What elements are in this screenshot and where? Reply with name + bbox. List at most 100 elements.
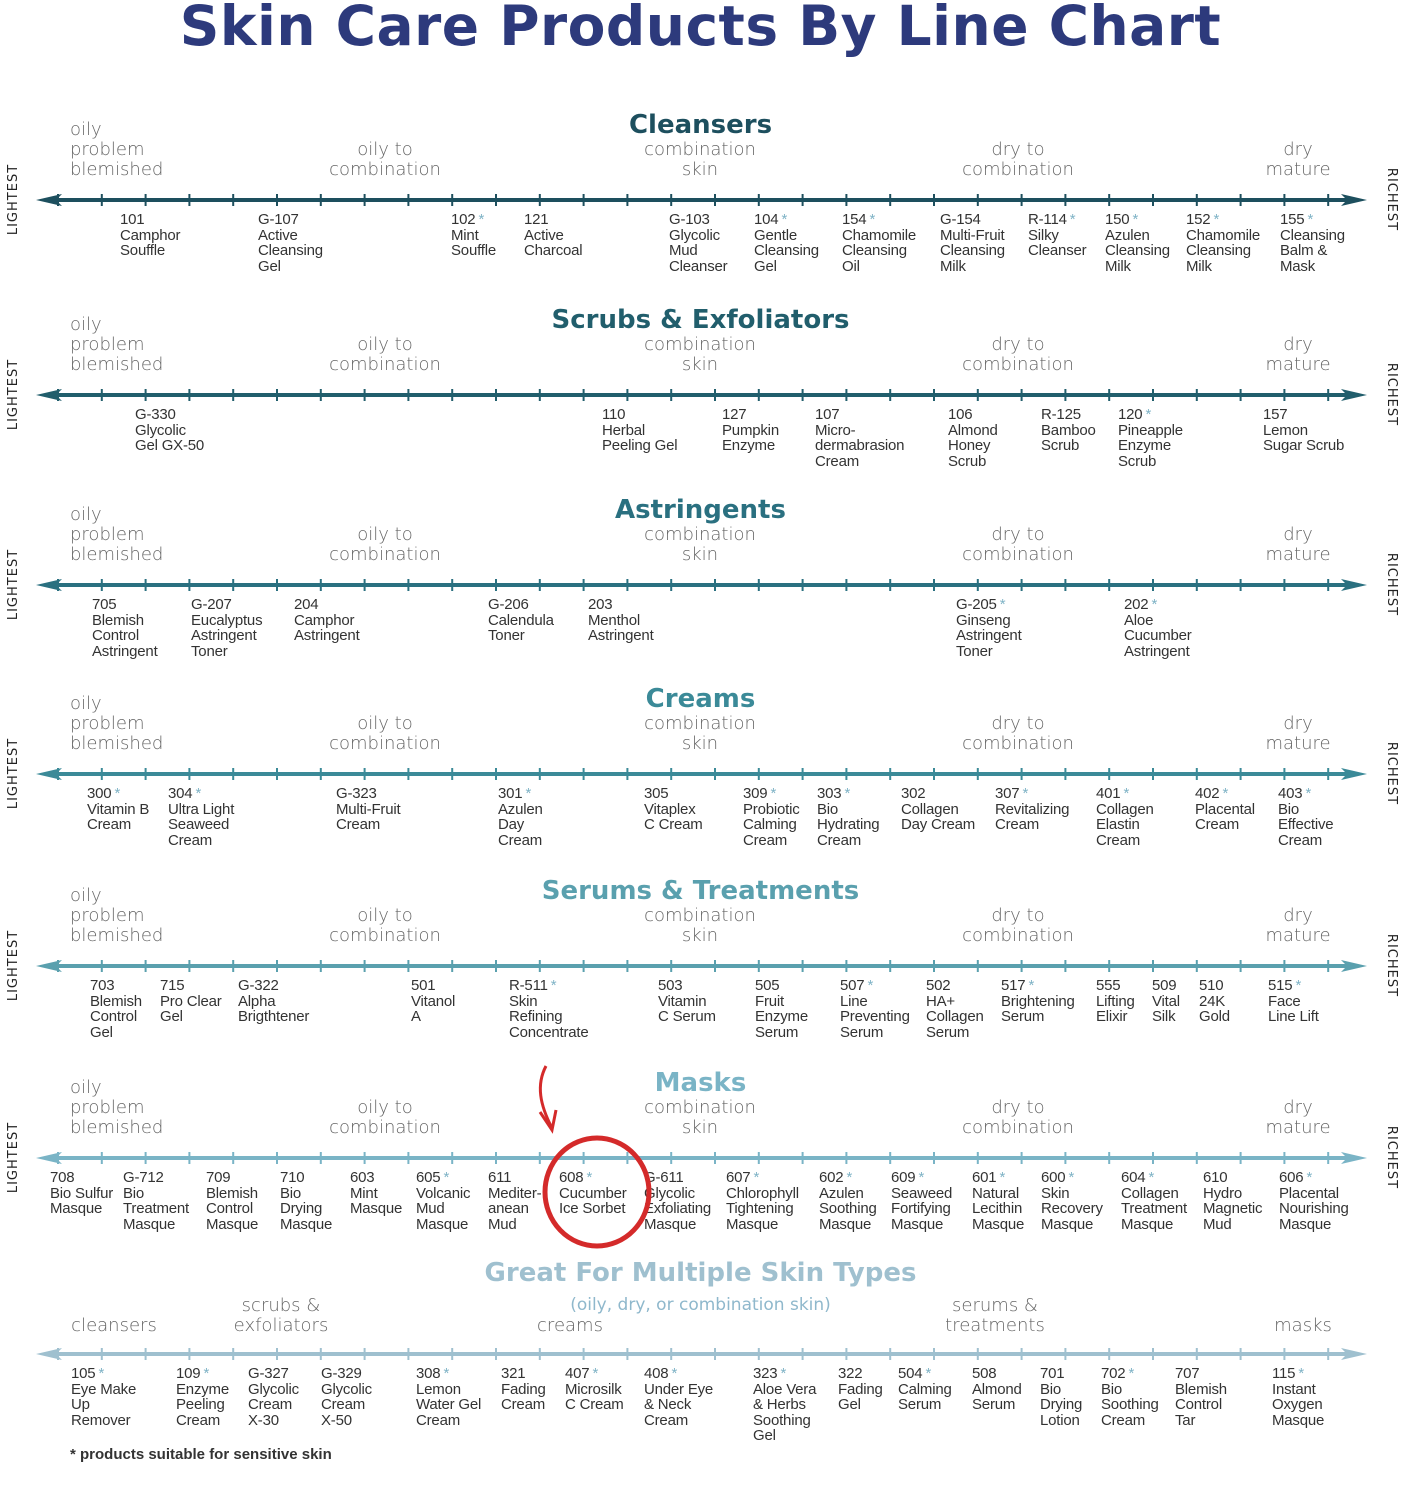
skin-type-label: dry mature	[1265, 524, 1331, 565]
product-name: Azulen Day Cream	[498, 800, 543, 849]
product-item: 504 * Calming Serum	[898, 1366, 952, 1413]
product-code: 204	[294, 596, 319, 613]
product-name: Glycolic Cream X-50	[321, 1380, 372, 1429]
product-line-serums-treatments: Serums & Treatments oily problem blemishe…	[0, 876, 1401, 1066]
product-code: 517 *	[1001, 977, 1035, 994]
product-item: G-330 Glycolic Gel GX-50	[135, 407, 204, 454]
sensitive-star-icon: *	[443, 1365, 450, 1382]
product-code: 121	[524, 211, 549, 228]
product-name: Lemon Water Gel Cream	[416, 1380, 482, 1429]
product-code: R-125	[1041, 406, 1081, 423]
product-code: G-323	[336, 785, 377, 802]
sensitive-star-icon: *	[918, 1169, 925, 1186]
skin-type-label: dry mature	[1265, 905, 1331, 946]
skin-type-label: oily to combination	[329, 1097, 441, 1138]
product-code: G-107	[258, 211, 299, 228]
product-code: 509	[1152, 977, 1177, 994]
richest-label: RICHEST	[1384, 552, 1400, 617]
product-item: 408 * Under Eye & Neck Cream	[644, 1366, 713, 1428]
sensitive-star-icon: *	[1145, 406, 1152, 423]
sensitive-star-icon: *	[1298, 1365, 1304, 1382]
skin-type-label: dry mature	[1265, 1097, 1331, 1138]
product-item: 154 * Chamomile Cleansing Oil	[842, 212, 916, 274]
product-item: G-207 Eucalyptus Astringent Toner	[191, 597, 263, 660]
product-item: 402 * Placental Cream	[1195, 786, 1255, 833]
product-item: G-611 Glycolic Exfoliating Masque	[644, 1170, 711, 1232]
product-item: 702 * Bio Soothing Cream	[1101, 1366, 1159, 1428]
product-name: Bio Drying Lotion	[1040, 1380, 1083, 1429]
product-code: 708	[50, 1169, 75, 1186]
arrow-right-icon	[1341, 960, 1367, 972]
product-code: 703	[90, 977, 115, 994]
product-name: Alpha Brigthtener	[238, 992, 310, 1025]
category-label: scrubs & exfoliators	[233, 1295, 329, 1336]
line-heading: Scrubs & Exfoliators	[551, 305, 850, 335]
sensitive-star-icon: *	[1148, 1169, 1155, 1186]
product-code: 408 *	[644, 1365, 678, 1382]
product-code: 106	[948, 406, 973, 423]
product-code: 403 *	[1278, 785, 1312, 802]
sensitive-star-icon: *	[586, 1169, 593, 1186]
product-code: 610	[1203, 1169, 1228, 1186]
product-item: 703 Blemish Control Gel	[90, 978, 142, 1040]
product-item: G-206 Calendula Toner	[488, 597, 554, 644]
product-name: Eucalyptus Astringent Toner	[191, 611, 263, 660]
skin-type-label: oily problem blemished	[70, 885, 164, 946]
product-item: 501 Vitanol A	[411, 978, 455, 1025]
product-item: 120 * Pineapple Enzyme Scrub	[1118, 407, 1183, 469]
product-name: Bio Drying Masque	[280, 1184, 333, 1233]
sensitive-star-icon: *	[1069, 211, 1076, 228]
product-item: 105 * Eye Make Up Remover	[71, 1366, 136, 1428]
skin-type-label: combination skin	[644, 334, 756, 375]
product-name: Active Charcoal	[524, 226, 583, 259]
product-name: Vitamin C Serum	[658, 992, 716, 1025]
category-label: cleansers	[71, 1315, 157, 1336]
product-item: 701 Bio Drying Lotion	[1040, 1366, 1082, 1428]
product-code: 102 *	[451, 211, 485, 228]
product-name: Blemish Control Astringent	[92, 611, 158, 660]
product-item: 323 * Aloe Vera & Herbs Soothing Gel	[753, 1366, 816, 1444]
product-name: Vitaplex C Cream	[644, 800, 703, 833]
line-heading: Masks	[654, 1068, 747, 1098]
product-name: Microsilk C Cream	[565, 1380, 624, 1413]
product-item: 517 * Brightening Serum	[1001, 978, 1075, 1025]
sensitive-star-icon: *	[1307, 211, 1314, 228]
skin-type-label: dry mature	[1265, 713, 1331, 754]
product-name: Glycolic Gel GX-50	[135, 421, 205, 454]
sensitive-star-icon: *	[592, 1365, 599, 1382]
sensitive-star-icon: *	[443, 1169, 450, 1186]
sensitive-star-icon: *	[869, 211, 876, 228]
skin-type-label: dry mature	[1265, 139, 1331, 180]
product-item: 127 Pumpkin Enzyme	[722, 407, 779, 454]
skin-type-label: dry mature	[1265, 334, 1331, 375]
product-code: 109 *	[176, 1365, 210, 1382]
product-name: Lifting Elixir	[1096, 992, 1135, 1025]
product-line-multiple-skin-types: Great For Multiple Skin Types cleansers sc…	[0, 1258, 1401, 1454]
product-code: G-103	[669, 211, 710, 228]
product-name: Skin Recovery Masque	[1041, 1184, 1103, 1233]
product-item: 115 * Instant Oxygen Masque	[1272, 1366, 1324, 1428]
arrow-left-icon	[36, 1348, 62, 1360]
product-code: 555	[1096, 977, 1121, 994]
product-item: 155 * Cleansing Balm & Mask	[1280, 212, 1345, 274]
product-code: 510	[1199, 977, 1224, 994]
product-item: 321 Fading Cream	[501, 1366, 546, 1413]
product-name: Azulen Cleansing Milk	[1105, 226, 1170, 275]
product-item: 403 * Bio Effective Cream	[1278, 785, 1334, 848]
product-code: G-611	[644, 1169, 684, 1186]
product-line-masks: Masks oily problem blemished oily to combi…	[0, 1068, 1401, 1258]
sensitive-star-icon: *	[781, 211, 788, 228]
product-code: 202 *	[1124, 596, 1158, 613]
sensitive-star-icon: *	[1022, 785, 1029, 802]
product-item: 605 * Volcanic Mud Masque	[416, 1170, 470, 1232]
sensitive-star-icon: *	[1068, 1169, 1075, 1186]
axis-line	[36, 389, 1367, 401]
product-name: Cucumber Ice Sorbet	[559, 1184, 627, 1217]
product-code: 608 *	[559, 1169, 593, 1186]
skin-type-label: dry to combination	[962, 524, 1074, 565]
product-line-scrubs-exfoliators: Scrubs & Exfoliators oily problem blemish…	[0, 305, 1401, 495]
product-name: Aloe Cucumber Astringent	[1124, 611, 1192, 660]
product-code: 515 *	[1268, 977, 1302, 994]
skin-type-label: dry to combination	[962, 139, 1074, 180]
sensitive-star-icon: *	[1128, 1365, 1135, 1382]
